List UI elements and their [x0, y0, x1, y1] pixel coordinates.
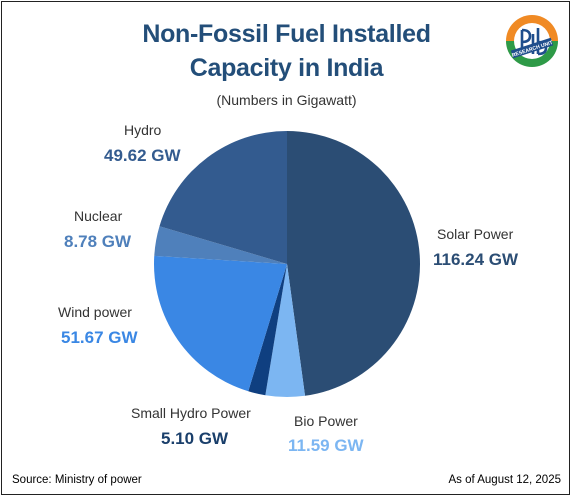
label-solar-value: 116.24 GW: [433, 250, 519, 269]
chart-title-line2: Capacity in India: [189, 54, 384, 82]
label-hydro-value: 49.62 GW: [104, 146, 181, 165]
chart-subtitle: (Numbers in Gigawatt): [216, 92, 357, 108]
label-wind-value: 51.67 GW: [61, 328, 138, 347]
label-nuclear-name: Nuclear: [74, 208, 123, 224]
pie-slice-solar-power: [287, 131, 420, 396]
chart-title-line1: Non-Fossil Fuel Installed: [142, 20, 431, 48]
label-nuclear-value: 8.78 GW: [64, 232, 132, 251]
label-hydro-name: Hydro: [124, 122, 162, 138]
label-bio-value: 11.59 GW: [288, 436, 364, 455]
pie-slice-hydro: [159, 131, 287, 264]
as-of-date: As of August 12, 2025: [448, 474, 561, 486]
pib-logo-icon: RESEARCH UNIT: [506, 15, 558, 67]
pie-slice-small-hydro-power: [248, 264, 287, 396]
pie-slice-nuclear: [154, 226, 287, 264]
source-note: Source: Ministry of power: [12, 474, 142, 486]
label-small-hydro-value: 5.10 GW: [161, 429, 229, 448]
pie-slice-bio-power: [265, 264, 306, 397]
pie-slice-wind-power: [154, 255, 287, 392]
label-wind-name: Wind power: [58, 304, 132, 320]
label-bio-name: Bio Power: [294, 413, 358, 429]
label-solar-name: Solar Power: [437, 226, 514, 242]
label-small-hydro-name: Small Hydro Power: [131, 405, 251, 421]
